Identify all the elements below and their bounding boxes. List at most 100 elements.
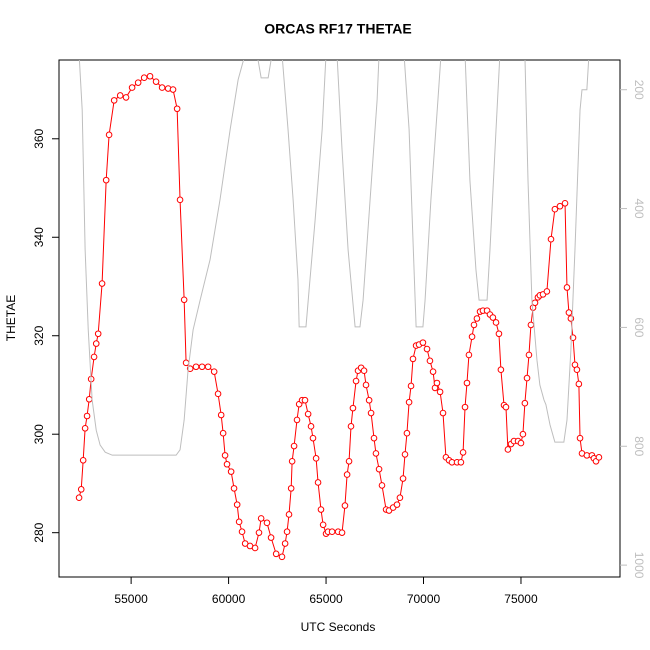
- data-point: [152, 78, 160, 85]
- data-point: [547, 235, 555, 243]
- y-tick-label: 340: [32, 227, 46, 247]
- data-point: [102, 176, 110, 184]
- data-point: [543, 288, 551, 295]
- data-point: [227, 468, 235, 475]
- x-axis-label: UTC Seconds: [301, 620, 376, 634]
- data-point: [219, 429, 227, 437]
- data-point: [396, 494, 404, 502]
- data-point: [210, 368, 218, 375]
- data-point: [419, 339, 427, 346]
- data-point: [468, 333, 476, 341]
- x-tick-label: 60000: [212, 592, 246, 606]
- data-point: [128, 84, 136, 91]
- data-point: [461, 403, 469, 411]
- data-point: [517, 439, 525, 447]
- data-point: [372, 450, 380, 457]
- data-point: [192, 363, 200, 371]
- data-point: [338, 529, 346, 536]
- data-point: [573, 366, 581, 374]
- data-point: [230, 485, 238, 492]
- data-point: [98, 280, 106, 287]
- y2-tick-label: 200: [632, 80, 646, 100]
- x-tick-label: 70000: [407, 592, 441, 606]
- data-point: [263, 519, 271, 527]
- data-point: [272, 550, 280, 558]
- data-point: [251, 544, 259, 552]
- data-point: [235, 518, 243, 526]
- data-point: [497, 366, 505, 374]
- data-point: [527, 321, 535, 329]
- data-point: [525, 351, 533, 359]
- data-point: [352, 377, 360, 385]
- plot-area: [75, 60, 603, 561]
- data-point: [405, 398, 413, 406]
- data-point: [301, 396, 309, 404]
- y2-tick-label: 800: [632, 436, 646, 456]
- data-point: [429, 368, 437, 375]
- data-point: [281, 540, 289, 547]
- data-point: [146, 72, 154, 80]
- x-tick-label: 55000: [114, 592, 148, 606]
- data-point: [401, 451, 409, 458]
- data-point: [531, 299, 539, 307]
- data-point: [565, 309, 573, 316]
- data-point: [92, 340, 100, 347]
- data-point: [285, 511, 293, 518]
- data-point: [94, 330, 102, 338]
- data-point: [343, 471, 351, 478]
- y-tick-label: 300: [32, 424, 46, 444]
- y2-tick-label: 1000: [632, 552, 646, 579]
- data-point: [90, 353, 98, 361]
- data-point: [221, 452, 229, 459]
- data-point: [473, 315, 481, 322]
- data-point: [439, 409, 447, 417]
- data-point: [158, 84, 166, 91]
- data-point: [217, 411, 225, 419]
- plot-frame: [58, 59, 621, 578]
- data-point: [575, 380, 583, 388]
- series-line: [78, 60, 590, 456]
- data-point: [556, 202, 564, 210]
- data-point: [341, 502, 349, 509]
- data-point: [465, 351, 473, 359]
- data-point: [283, 528, 291, 536]
- data-point: [433, 379, 441, 387]
- data-point: [393, 501, 401, 508]
- data-point: [255, 529, 263, 536]
- data-point: [567, 315, 575, 322]
- data-point: [105, 131, 113, 139]
- data-point: [169, 86, 177, 93]
- chart-title: ORCAS RF17 THETAE: [264, 21, 412, 37]
- x-tick-label: 75000: [504, 592, 538, 606]
- data-point: [457, 458, 465, 466]
- y-tick-label: 360: [32, 128, 46, 148]
- data-point: [551, 205, 559, 213]
- y-axis-label: THETAE: [4, 295, 18, 341]
- data-point: [278, 553, 286, 561]
- data-point: [360, 367, 368, 374]
- y-tick-label: 320: [32, 325, 46, 345]
- data-point: [134, 79, 142, 86]
- data-point: [470, 321, 478, 329]
- data-point: [349, 404, 357, 412]
- y2-tick-label: 600: [632, 317, 646, 337]
- data-point: [85, 395, 93, 403]
- data-point: [426, 357, 434, 365]
- data-point: [79, 457, 87, 464]
- data-point: [304, 410, 312, 418]
- data-point: [267, 534, 275, 541]
- data-point: [504, 446, 512, 453]
- data-point: [576, 434, 584, 442]
- data-point: [312, 455, 320, 462]
- data-point: [293, 416, 301, 424]
- data-point: [436, 388, 444, 396]
- data-point: [378, 482, 386, 489]
- data-point: [375, 465, 383, 473]
- data-point: [257, 515, 265, 522]
- data-point: [182, 359, 190, 367]
- data-point: [328, 528, 336, 536]
- data-point: [214, 390, 222, 398]
- data-point: [399, 475, 407, 482]
- data-point: [233, 501, 241, 508]
